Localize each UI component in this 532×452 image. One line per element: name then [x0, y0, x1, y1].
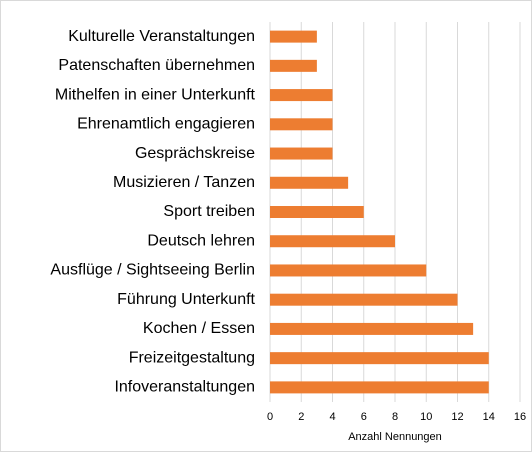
y-tick-label: Führung Unterkunft: [117, 291, 255, 308]
x-tick-label: 0: [267, 411, 273, 423]
y-tick-label: Freizeitgestaltung: [129, 349, 255, 366]
x-tick-label: 4: [329, 411, 335, 423]
y-tick-label: Ausflüge / Sightseeing Berlin: [50, 262, 255, 279]
bar: [270, 264, 427, 277]
bar: [270, 235, 395, 248]
bar: [270, 89, 333, 102]
x-tick-label: 14: [483, 411, 495, 423]
y-tick-label: Ehrenamtlich engagieren: [77, 116, 255, 133]
y-tick-label: Deutsch lehren: [147, 232, 255, 249]
x-axis-label: Anzahl Nennungen: [348, 431, 442, 443]
y-tick-label: Mithelfen in einer Unterkunft: [55, 86, 256, 103]
bar: [270, 293, 458, 306]
x-tick-label: 2: [298, 411, 304, 423]
bar: [270, 206, 364, 218]
bar: [270, 381, 489, 394]
bar: [270, 118, 333, 131]
bar: [270, 147, 333, 160]
y-tick-label: Kulturelle Veranstaltungen: [68, 28, 255, 45]
y-tick-label: Musizieren / Tanzen: [113, 174, 255, 191]
y-tick-label: Gesprächskreise: [135, 145, 255, 162]
bar: [270, 30, 317, 43]
y-tick-label: Infoveranstaltungen: [114, 379, 255, 396]
x-tick-label: 12: [451, 411, 463, 423]
bar: [270, 59, 317, 72]
bar: [270, 176, 349, 189]
y-tick-label: Sport treiben: [163, 203, 255, 220]
bar: [270, 322, 474, 335]
y-tick-label: Kochen / Essen: [143, 320, 255, 337]
bar: [270, 352, 489, 365]
x-tick-label: 6: [361, 411, 367, 423]
y-tick-label: Patenschaften übernehmen: [58, 57, 255, 74]
x-tick-label: 16: [514, 411, 526, 423]
x-tick-label: 10: [420, 411, 432, 423]
x-tick-label: 8: [392, 411, 398, 423]
